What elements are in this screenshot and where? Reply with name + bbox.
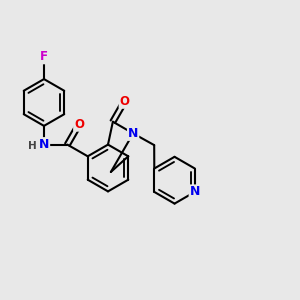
Text: O: O [74,118,84,131]
Text: H: H [28,141,37,151]
Text: N: N [190,185,200,198]
Text: F: F [40,50,48,63]
Text: N: N [128,127,138,140]
Text: O: O [120,95,130,108]
Text: N: N [39,138,49,151]
